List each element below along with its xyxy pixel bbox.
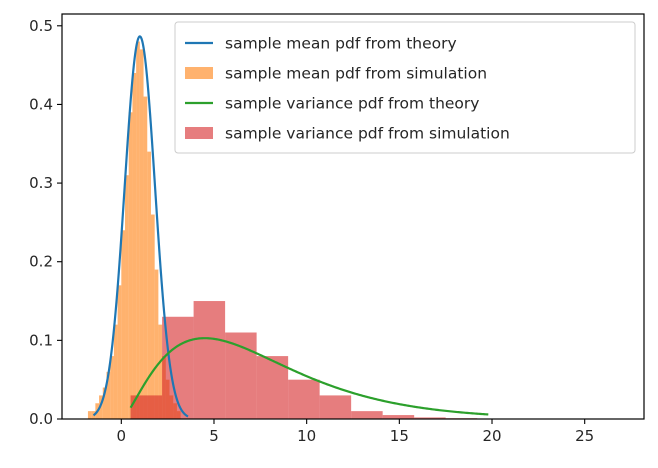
x-tick-label: 15 <box>390 427 409 445</box>
hist-bar-2-9 <box>382 415 415 419</box>
y-tick-label: 0.4 <box>29 95 53 113</box>
hist-bar-1-15 <box>139 49 144 420</box>
hist-bar-1-13 <box>132 72 137 419</box>
legend: sample mean pdf from theory sample mean p… <box>174 21 636 154</box>
hist-bar-1-19 <box>154 269 159 419</box>
x-axis-ticks: 0 5 10 15 20 25 <box>117 419 594 445</box>
hist-bar-1-20 <box>158 324 163 419</box>
legend-label: sample variance pdf from theory <box>225 95 479 113</box>
histogram-bars <box>87 41 604 420</box>
legend-swatch-patch <box>185 127 213 139</box>
hist-bar-2-3 <box>193 301 226 419</box>
y-tick-label: 0.5 <box>29 17 53 35</box>
hist-bar-1-14 <box>136 41 140 420</box>
legend-swatch-patch <box>185 67 213 79</box>
hist-bar-2-7 <box>319 395 352 419</box>
hist-bar-1-11 <box>125 175 129 419</box>
x-tick-label: 10 <box>297 427 316 445</box>
hist-bar-1-7 <box>110 356 114 419</box>
x-tick-label: 5 <box>209 427 219 445</box>
hist-bar-1-16 <box>143 96 148 419</box>
x-tick-label: 25 <box>575 427 594 445</box>
hist-bar-1-12 <box>128 112 133 420</box>
legend-label: sample variance pdf from simulation <box>225 125 510 143</box>
pdf-line-2 <box>129 337 489 416</box>
x-tick-label: 20 <box>482 427 501 445</box>
pdf-lines <box>92 35 489 418</box>
pdf-line-1 <box>92 35 189 418</box>
legend-label: sample mean pdf from theory <box>225 35 457 53</box>
y-axis-ticks: 0.0 0.1 0.2 0.3 0.4 0.5 <box>29 17 62 428</box>
legend-box <box>174 21 636 154</box>
y-tick-label: 0.0 <box>29 410 53 428</box>
hist-bar-2-1 <box>130 395 163 419</box>
y-tick-label: 0.2 <box>29 253 53 271</box>
axes-frame <box>61 13 645 420</box>
hist-bar-2-10 <box>414 417 446 419</box>
hist-bar-2-6 <box>288 379 320 419</box>
hist-bar-1-6 <box>106 371 111 419</box>
hist-bar-1-1 <box>87 411 92 419</box>
legend-label: sample mean pdf from simulation <box>225 65 487 83</box>
hist-bar-1-10 <box>121 230 126 419</box>
y-tick-label: 0.1 <box>29 331 53 349</box>
hist-bar-1-18 <box>150 214 155 419</box>
hist-bar-1-9 <box>117 285 122 419</box>
hist-bar-1-5 <box>102 387 107 419</box>
hist-bar-1-17 <box>147 151 151 420</box>
x-tick-label: 0 <box>117 427 127 445</box>
hist-bar-2-8 <box>351 411 383 419</box>
hist-bar-1-8 <box>113 324 118 419</box>
y-tick-label: 0.3 <box>29 174 53 192</box>
